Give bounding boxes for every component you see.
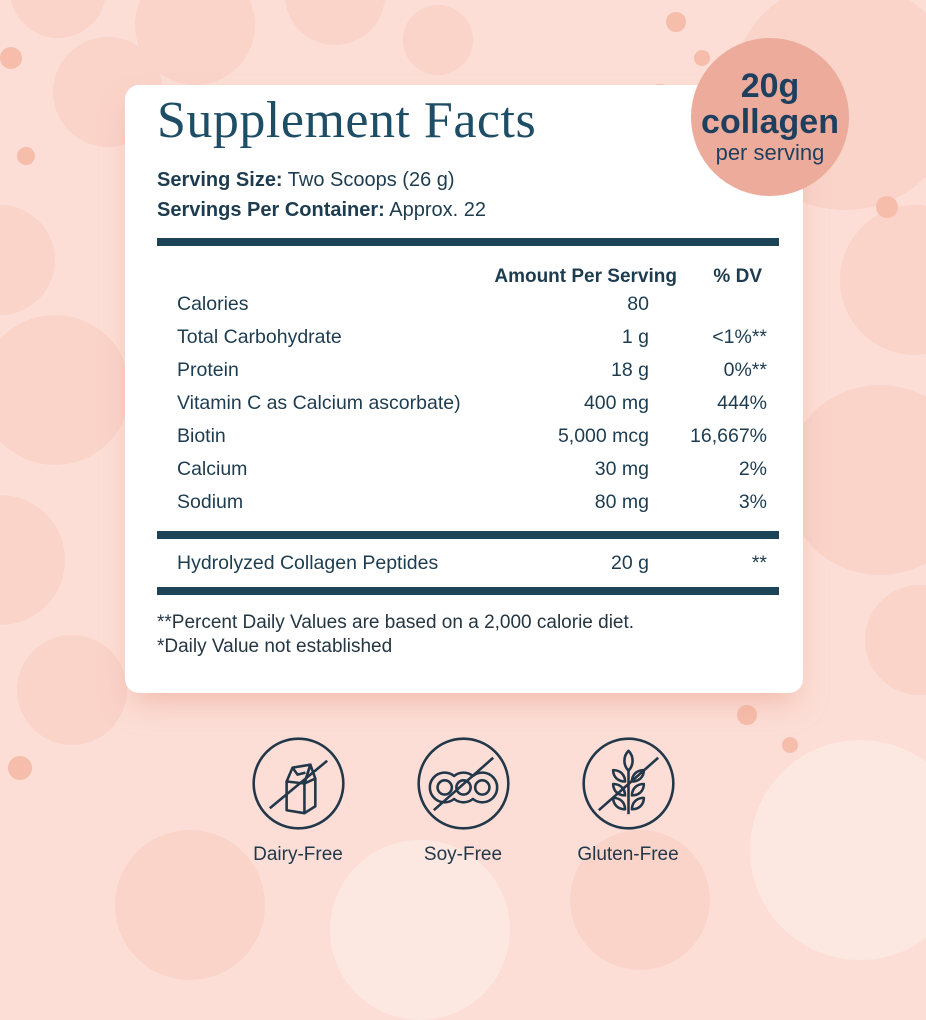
bubble (10, 0, 106, 38)
table-row: Vitamin C as Calcium ascorbate) 400 mg 4… (157, 387, 779, 420)
nutrient-dv: 3% (738, 491, 767, 513)
bubble (17, 635, 127, 745)
dairy-free-icon (251, 737, 345, 830)
bubble (0, 205, 55, 315)
bubble (694, 50, 710, 66)
bubble (8, 756, 32, 780)
serving-size-line: Serving Size: Two Scoops (26 g) (157, 165, 779, 195)
nutrient-amount: 1 g (621, 326, 649, 348)
collagen-row: Hydrolyzed Collagen Peptides 20 g ** (157, 539, 779, 587)
free-item-label: Dairy-Free (253, 844, 343, 865)
collagen-badge: 20g collagen per serving (691, 38, 849, 196)
bubble (840, 205, 926, 355)
nutrient-amount: 20 g (611, 551, 649, 574)
bubble (0, 47, 22, 69)
dairy-free-item: Dairy-Free (238, 736, 358, 866)
free-from-row: Dairy-Free Soy-Free Gluten-Free (0, 736, 926, 866)
nutrient-amount: 80 (627, 293, 649, 315)
table-row: Sodium 80 mg 3% (157, 486, 779, 519)
footnote-daily-values: **Percent Daily Values are based on a 2,… (157, 612, 635, 633)
bubble (330, 840, 510, 1020)
amount-header: Amount Per Serving (494, 266, 677, 287)
bubble (785, 385, 926, 575)
nutrient-amount: 400 mg (583, 392, 649, 414)
bubble (782, 737, 798, 753)
panel-title: Supplement Facts (157, 92, 537, 149)
nutrient-name: Vitamin C as Calcium ascorbate) (177, 392, 461, 414)
free-item-label: Gluten-Free (577, 844, 679, 865)
badge-subtext: per serving (715, 140, 825, 165)
nutrient-dv: 0%** (723, 359, 767, 381)
nutrient-amount: 18 g (611, 359, 649, 381)
bubble (285, 0, 385, 45)
serving-size-value: Two Scoops (26 g) (282, 169, 455, 191)
footnote-not-established: *Daily Value not established (157, 635, 393, 657)
table-row: Calcium 30 mg 2% (157, 453, 779, 486)
nutrient-dv: 2% (738, 458, 767, 480)
divider-middle (157, 531, 779, 539)
nutrient-name: Total Carbohydrate (177, 326, 342, 348)
divider-bottom (157, 587, 779, 595)
badge-word: collagen (701, 103, 839, 141)
nutrient-amount: 30 mg (594, 458, 649, 480)
bubble (737, 705, 757, 725)
nutrient-name: Calories (177, 293, 249, 315)
serving-info: Serving Size: Two Scoops (26 g) Servings… (157, 165, 779, 225)
bubble (750, 740, 926, 960)
bubble (0, 315, 130, 465)
free-item-label: Soy-Free (423, 844, 503, 865)
table-row: Protein 18 g 0%** (157, 354, 779, 387)
nutrient-name: Protein (177, 359, 239, 381)
nutrient-dv: <1%** (712, 326, 767, 348)
soy-free-icon (416, 737, 510, 830)
bubble (403, 5, 473, 75)
table-row: Calories 80 (157, 288, 779, 321)
serving-size-label: Serving Size: (157, 169, 283, 191)
servings-label: Servings Per Container: (157, 199, 385, 221)
table-header: Amount Per Serving % DV (157, 246, 779, 288)
nutrient-amount: 80 mg (594, 491, 649, 513)
bubble (0, 495, 65, 625)
servings-value: Approx. 22 (384, 199, 487, 221)
nutrient-dv: 16,667% (690, 425, 767, 447)
divider-top (157, 238, 779, 246)
nutrient-name: Sodium (177, 491, 244, 513)
bubble (876, 196, 898, 218)
table-row: Total Carbohydrate 1 g <1%** (157, 321, 779, 354)
soy-free-item: Soy-Free (403, 736, 523, 866)
bubble (666, 12, 686, 32)
bubble (17, 147, 35, 165)
nutrient-dv: ** (751, 551, 767, 574)
footnotes: **Percent Daily Values are based on a 2,… (157, 611, 779, 658)
dv-header: % DV (713, 266, 762, 287)
bubble (865, 585, 926, 695)
gluten-free-icon (581, 737, 675, 830)
nutrient-name: Hydrolyzed Collagen Peptides (177, 551, 439, 574)
nutrient-name: Biotin (177, 425, 226, 447)
nutrient-name: Calcium (177, 458, 248, 480)
badge-amount: 20g (740, 67, 800, 105)
nutrient-dv: 444% (717, 392, 767, 414)
servings-per-container-line: Servings Per Container: Approx. 22 (157, 195, 779, 225)
nutrient-amount: 5,000 mcg (557, 425, 649, 447)
gluten-free-item: Gluten-Free (568, 736, 688, 866)
table-row: Biotin 5,000 mcg 16,667% (157, 420, 779, 453)
supplement-facts-panel: Supplement Facts Serving Size: Two Scoop… (125, 85, 803, 693)
